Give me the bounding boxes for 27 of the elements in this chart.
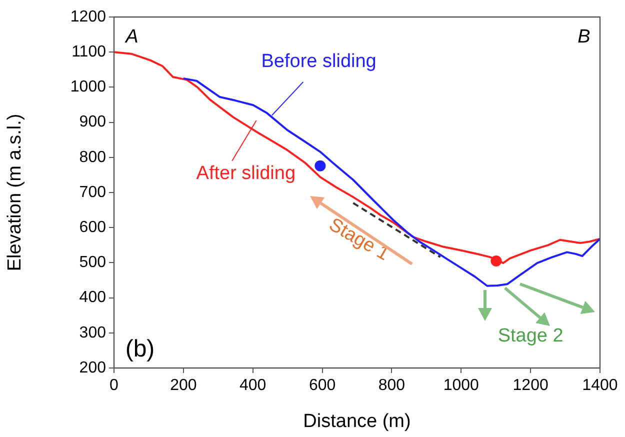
y-tick-label: 800	[79, 148, 106, 166]
x-tick-label: 0	[110, 377, 119, 394]
y-tick-label: 900	[79, 114, 106, 131]
annotation: (b)	[125, 336, 155, 363]
y-tick-label: 1100	[72, 44, 106, 61]
y-tick-label: 1000	[70, 78, 106, 96]
legend-label: After sliding	[196, 163, 296, 184]
x-axis-title: Distance (m)	[303, 410, 411, 432]
x-tick-label: 1200	[512, 377, 548, 394]
y-axis-title: Elevation (m a.s.l.)	[4, 114, 26, 272]
y-tick-label: 1200	[70, 8, 106, 26]
y-tick-label: 600	[79, 219, 106, 236]
y-tick-label: 300	[79, 324, 106, 342]
annotation: B	[578, 26, 591, 48]
x-tick-label: 1400	[582, 377, 618, 394]
series-label: Before sliding	[261, 50, 376, 72]
x-tick-label: 400	[240, 377, 266, 394]
y-tick-label: 400	[79, 289, 106, 306]
y-tick-label: 200	[79, 359, 106, 376]
x-tick-label: 200	[170, 377, 197, 394]
y-tick-label: 500	[79, 254, 106, 272]
y-tick-label: 700	[79, 184, 106, 201]
x-tick-label: 600	[308, 377, 336, 394]
x-tick-label: 800	[378, 377, 406, 394]
annotation: Stage 2	[498, 326, 564, 347]
annotation: A	[124, 26, 138, 48]
x-tick-label: 1000	[443, 377, 480, 394]
